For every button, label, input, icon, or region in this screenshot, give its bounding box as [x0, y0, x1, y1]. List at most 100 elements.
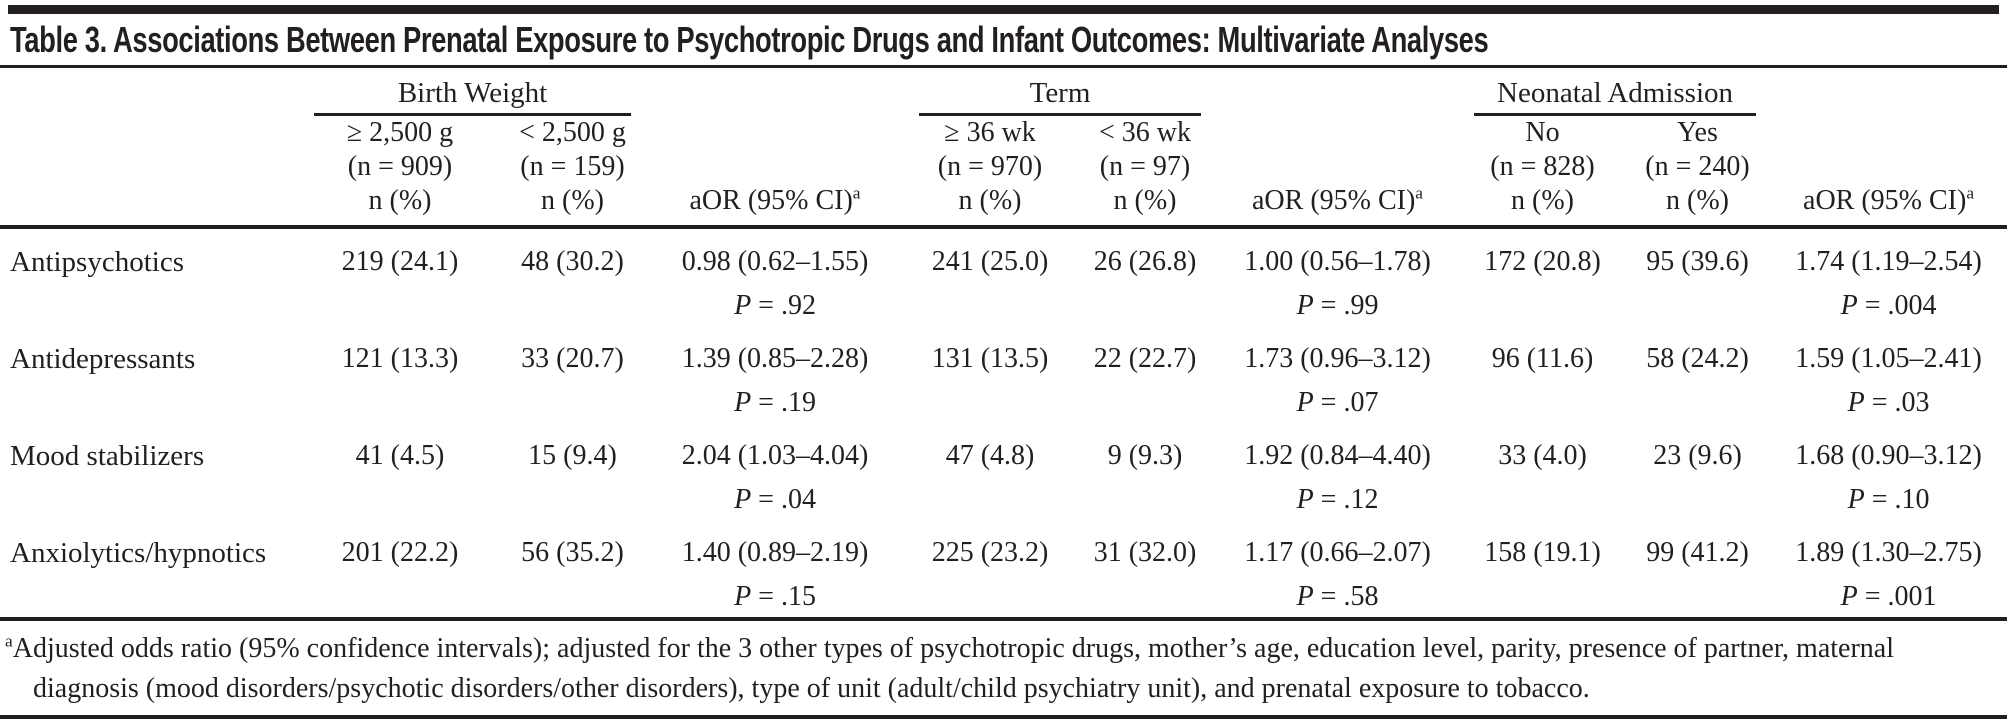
col-header-na-yes: Yes (n = 240) n (%) [1625, 116, 1771, 229]
value-cell: 41 (4.5) [355, 440, 445, 471]
footnote-text: Adjusted odds ratio (95% confidence inte… [12, 633, 1894, 704]
value-cell: 33 (4.0) [1498, 440, 1587, 471]
table-title-band: Table 3. Associations Between Prenatal E… [0, 14, 2007, 68]
spacer-cell [0, 68, 300, 116]
p-value: P = .001 [1840, 581, 1937, 612]
group-underline: Term [919, 76, 1202, 116]
value-cell: 96 (11.6) [1491, 343, 1594, 374]
col-header-bw-lt2500: < 2,500 g (n = 159) n (%) [500, 116, 646, 229]
col-header-term-ge36: ≥ 36 wk (n = 970) n (%) [905, 116, 1076, 229]
aor-cell: 1.40 (0.89–2.19) P = .15 [645, 520, 906, 621]
group-underline: Neonatal Admission [1474, 76, 1757, 116]
aor-value: 2.04 (1.03–4.04) [681, 440, 869, 471]
table-row-anxiolytics-hypnotics: Anxiolytics/hypnotics 201 (22.2) 56 (35.… [0, 520, 2007, 621]
drug-name: Anxiolytics/hypnotics [0, 520, 300, 621]
aor-cell: 1.39 (0.85–2.28) P = .19 [645, 326, 905, 423]
value-cell: 47 (4.8) [945, 440, 1035, 471]
value-cell: 26 (26.8) [1093, 246, 1197, 277]
aor-cell: 1.74 (1.19–2.54) P = .004 [1770, 227, 2007, 326]
value-cell: 58 (24.2) [1646, 343, 1749, 374]
aor-value: 0.98 (0.62–1.55) [681, 246, 869, 277]
aor-value: 1.00 (0.56–1.78) [1244, 246, 1431, 277]
value-cell: 56 (35.2) [500, 520, 646, 621]
p-value: P = .10 [1847, 484, 1930, 515]
p-value: P = .92 [734, 290, 816, 321]
value-cell: 225 (23.2) [905, 520, 1076, 621]
aor-value: 1.74 (1.19–2.54) [1795, 246, 1982, 277]
table-row-mood-stabilizers: Mood stabilizers 41 (4.5) 15 (9.4) 2.04 … [0, 423, 2007, 520]
drug-name: Antipsychotics [10, 246, 184, 278]
p-value: P = .12 [1296, 484, 1379, 515]
results-table: Birth Weight Term Neonatal Admission [0, 68, 2007, 621]
value-cell: 241 (25.0) [931, 246, 1049, 277]
p-value: P = .004 [1840, 290, 1937, 321]
spacer-cell [645, 68, 905, 116]
top-rule-bar [8, 5, 1999, 14]
group-cell-neonatal-admission: Neonatal Admission [1460, 68, 1770, 116]
table-figure: Table 3. Associations Between Prenatal E… [0, 5, 2007, 719]
p-value: P = .15 [734, 581, 816, 612]
value-cell: 33 (20.7) [521, 343, 624, 374]
p-value: P = .19 [734, 387, 816, 418]
value-cell: 48 (30.2) [521, 246, 624, 277]
value-cell: 121 (13.3) [341, 343, 459, 374]
value-cell: 158 (19.1) [1460, 520, 1626, 621]
group-label-term: Term [1029, 77, 1091, 109]
p-value: P = .07 [1296, 387, 1379, 418]
aor-cell: 1.17 (0.66–2.07) P = .58 [1215, 520, 1461, 621]
p-value: P = .03 [1847, 387, 1930, 418]
footnote-marker: a [1415, 183, 1424, 203]
aor-value: 1.92 (0.84–4.40) [1244, 440, 1431, 471]
aor-cell: 2.04 (1.03–4.04) P = .04 [645, 423, 905, 520]
p-value: P = .58 [1296, 581, 1379, 612]
value-cell: 23 (9.6) [1653, 440, 1742, 471]
aor-cell: 1.59 (1.05–2.41) P = .03 [1770, 326, 2007, 423]
aor-cell: 1.73 (0.96–3.12) P = .07 [1215, 326, 1460, 423]
aor-cell: 1.92 (0.84–4.40) P = .12 [1215, 423, 1460, 520]
value-cell: 22 (22.7) [1093, 343, 1197, 374]
col-header-na-aor: aOR (95% CI)a [1770, 116, 2007, 229]
value-cell: 172 (20.8) [1484, 246, 1601, 277]
spacer-cell [1215, 68, 1460, 116]
drug-name: Antidepressants [10, 343, 196, 375]
table-row-antipsychotics: Antipsychotics 219 (24.1) 48 (30.2) 0.98… [0, 227, 2007, 326]
group-label-birth-weight: Birth Weight [397, 77, 548, 109]
aor-value: 1.73 (0.96–3.12) [1244, 343, 1431, 374]
aor-value: 1.68 (0.90–3.12) [1795, 440, 1982, 471]
col-header-bw-ge2500: ≥ 2,500 g (n = 909) n (%) [300, 116, 500, 229]
spacer-cell [1770, 68, 2007, 116]
drug-name: Mood stabilizers [10, 440, 205, 472]
value-cell: 131 (13.5) [931, 343, 1049, 374]
aor-cell: 1.00 (0.56–1.78) P = .99 [1215, 227, 1460, 326]
aor-value: 1.89 (1.30–2.75) [1795, 537, 1982, 568]
col-header-bw-aor: aOR (95% CI)a [645, 116, 906, 229]
footnote-marker: a [852, 183, 861, 203]
aor-cell: 1.68 (0.90–3.12) P = .10 [1770, 423, 2007, 520]
p-value: P = .99 [1296, 290, 1379, 321]
col-header-term-lt36: < 36 wk (n = 97) n (%) [1075, 116, 1216, 229]
value-cell: 95 (39.6) [1646, 246, 1749, 277]
aor-value: 1.17 (0.66–2.07) [1244, 537, 1431, 568]
aor-value: 1.59 (1.05–2.41) [1795, 343, 1982, 374]
spacer-cell [0, 116, 300, 229]
table-footnote: aAdjusted odds ratio (95% confidence int… [0, 621, 2007, 709]
value-cell: 219 (24.1) [341, 246, 459, 277]
group-cell-birth-weight: Birth Weight [300, 68, 645, 116]
bottom-rule [0, 715, 2007, 719]
group-header-row: Birth Weight Term Neonatal Admission [0, 68, 2007, 116]
value-cell: 99 (41.2) [1625, 520, 1771, 621]
aor-value: 1.39 (0.85–2.28) [681, 343, 869, 374]
table-row-antidepressants: Antidepressants 121 (13.3) 33 (20.7) 1.3… [0, 326, 2007, 423]
group-label-neonatal-admission: Neonatal Admission [1497, 77, 1734, 109]
group-underline: Birth Weight [314, 76, 632, 116]
value-cell: 201 (22.2) [300, 520, 500, 621]
footnote-marker: a [1966, 183, 1975, 203]
aor-cell: 0.98 (0.62–1.55) P = .92 [645, 227, 905, 326]
group-cell-term: Term [905, 68, 1215, 116]
value-cell: 31 (32.0) [1075, 520, 1216, 621]
col-header-na-no: No (n = 828) n (%) [1460, 116, 1626, 229]
aor-cell: 1.89 (1.30–2.75) P = .001 [1770, 520, 2007, 621]
column-header-row: ≥ 2,500 g (n = 909) n (%) < 2,500 g (n =… [0, 116, 2007, 229]
p-value: P = .04 [734, 484, 816, 515]
aor-value: 1.40 (0.89–2.19) [681, 537, 869, 568]
